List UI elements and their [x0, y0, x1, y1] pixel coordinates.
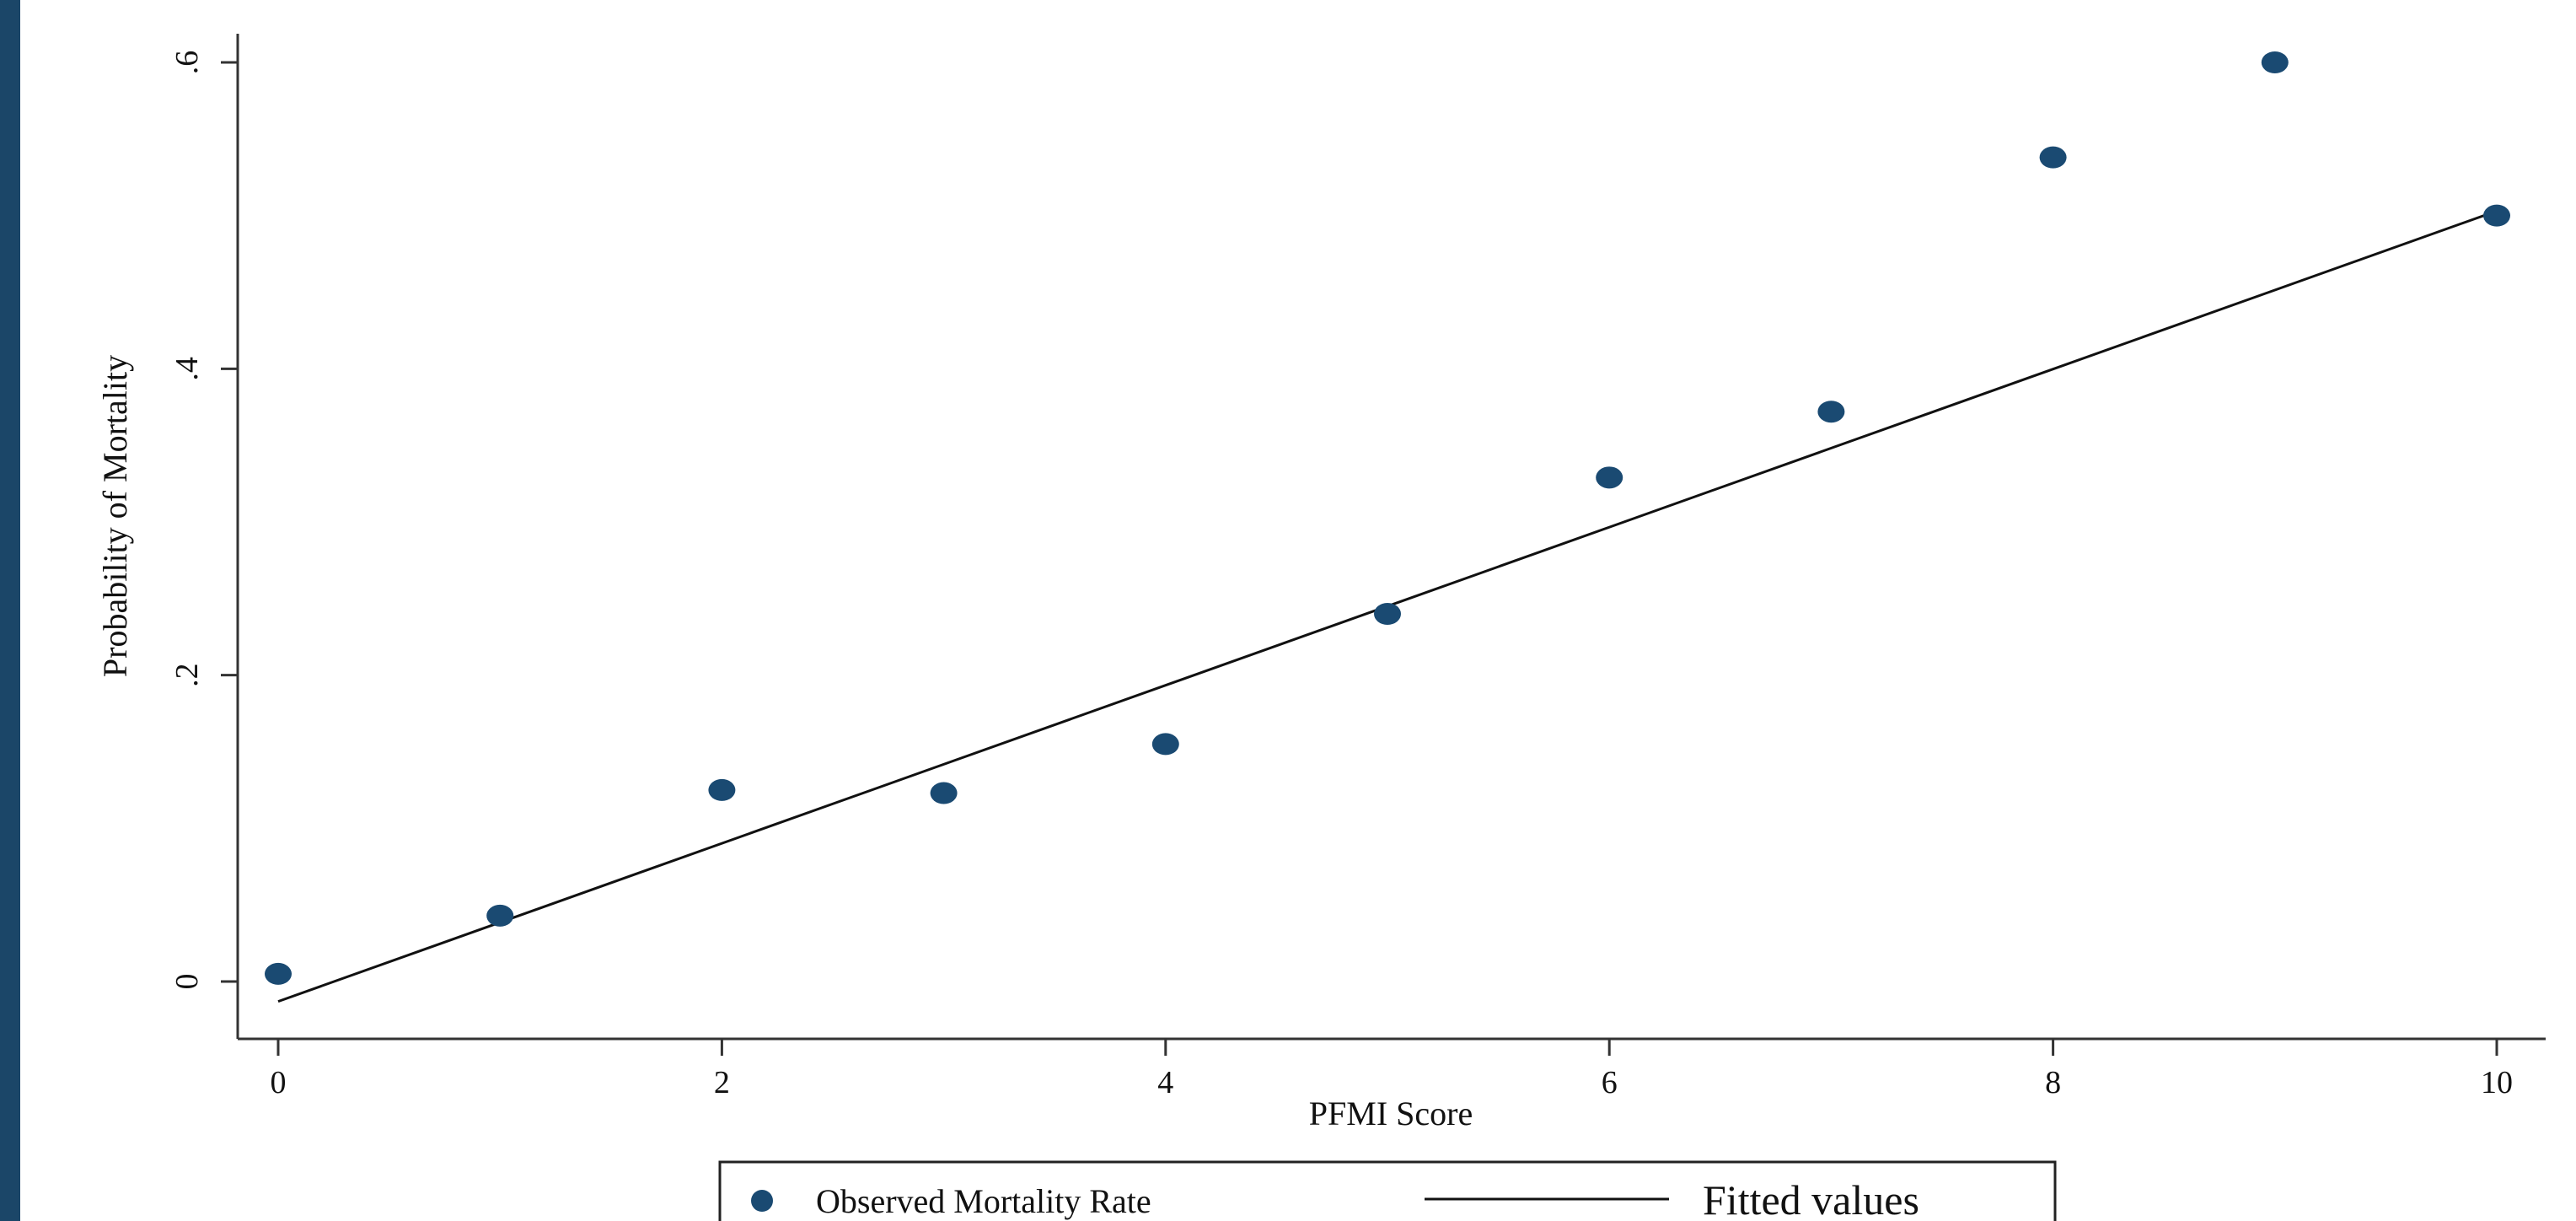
left-frame-bar [0, 0, 20, 1221]
x-tick-label: 4 [1157, 1065, 1173, 1100]
observed-point [2039, 146, 2067, 169]
x-tick-label: 0 [271, 1065, 287, 1100]
legend: Observed Mortality Rate Fitted values [718, 1160, 2057, 1221]
x-tick-label: 10 [2481, 1065, 2513, 1100]
y-tick-label: .6 [169, 51, 205, 75]
y-tick-label: .2 [169, 663, 205, 687]
observed-point [1151, 733, 1179, 756]
observed-point [930, 782, 958, 804]
x-ticks: 0 2 4 6 8 10 [271, 1039, 2513, 1100]
x-tick-label: 6 [1602, 1065, 1618, 1100]
observed-point [486, 904, 514, 927]
legend-marker-observed [751, 1190, 773, 1212]
legend-label-fitted: Fitted values [1703, 1176, 1919, 1221]
observed-point [1374, 603, 1401, 625]
y-ticks: 0 .2 .4 .6 [169, 51, 238, 990]
observed-point [2261, 51, 2289, 73]
observed-point [1596, 466, 1623, 489]
x-tick-label: 2 [714, 1065, 730, 1100]
legend-label-observed: Observed Mortality Rate [816, 1182, 1151, 1220]
observed-point [265, 962, 292, 985]
y-tick-label: .4 [169, 357, 205, 381]
y-tick-label: 0 [169, 974, 205, 990]
legend-box [718, 1160, 2057, 1221]
observed-point [708, 778, 736, 801]
axes [236, 34, 2546, 1041]
y-axis-title: Probability of Mortality [96, 355, 134, 677]
observed-point [1817, 401, 1845, 423]
observed-point [2483, 204, 2510, 227]
x-axis-title: PFMI Score [1309, 1095, 1473, 1132]
x-tick-label: 8 [2045, 1065, 2061, 1100]
observed-mortality-series [265, 51, 2510, 985]
